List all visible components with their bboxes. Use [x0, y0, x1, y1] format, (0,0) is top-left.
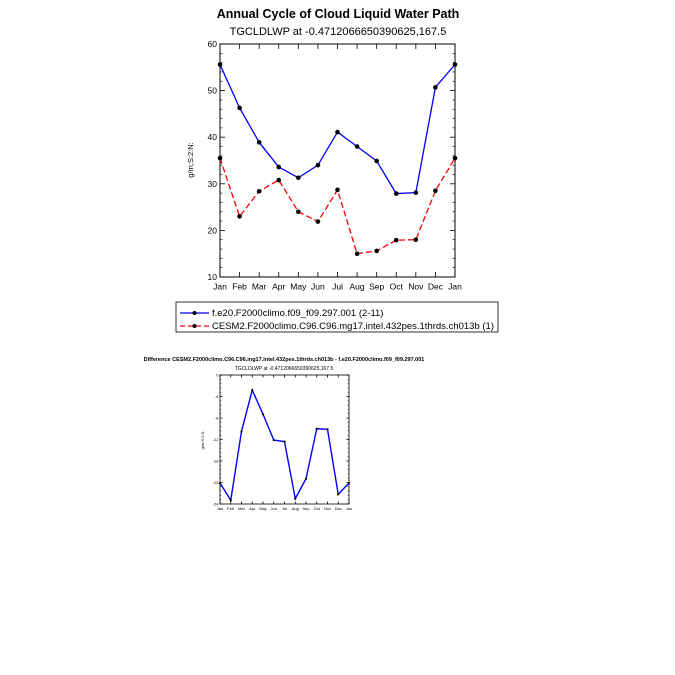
c1-series-2-point — [276, 177, 282, 183]
c2-series-1-point — [218, 481, 222, 485]
c1-xtick-label: Dec — [428, 281, 444, 291]
c1-series-2-point — [217, 155, 223, 161]
c1-series-1-line — [219, 64, 456, 195]
c2-xtick-label: Jan — [346, 506, 352, 511]
chart-1-title: Annual Cycle of Cloud Liquid Water Path — [217, 7, 460, 21]
chart-1-plot-frame — [219, 43, 456, 278]
c1-ytick-label: 60 — [208, 39, 218, 49]
c2-ytick-label: -20 — [213, 480, 220, 485]
c2-xtick-label: Mar — [238, 506, 246, 511]
c2-xtick-label: Apr — [249, 506, 256, 511]
c1-xtick-label: May — [290, 281, 307, 291]
c1-xtick-label: Nov — [408, 281, 424, 291]
c2-xtick-label: Feb — [227, 506, 235, 511]
legend-entry-1: f.e20.F2000climo.f09_f09.297.001 (2-11) — [180, 308, 383, 319]
c2-xtick-label: Jul — [282, 506, 287, 511]
chart-2-title: Difference CESM2.F2000climo.C96.C96.mg17… — [144, 357, 425, 363]
c1-xtick-label: Apr — [272, 281, 285, 291]
chart-1-subtitle: TGCLDLWP at -0.4712066650390625,167.5 — [230, 26, 447, 38]
c2-xtick-label: Nov — [324, 506, 331, 511]
c2-series-1-point — [272, 438, 275, 442]
c1-series-2-point — [374, 248, 379, 254]
c2-series-1-point — [240, 430, 243, 433]
c2-series-1-point — [261, 413, 265, 416]
c1-series-1-point — [296, 175, 301, 181]
c1-ytick-label: 20 — [208, 225, 218, 235]
c1-series-2-point — [315, 219, 321, 224]
c1-series-2-point — [452, 155, 458, 161]
legend-2-marker — [192, 324, 197, 328]
c2-xtick-label: Dec — [335, 506, 342, 511]
c1-series-1-point — [413, 190, 419, 195]
c2-xtick-label: Aug — [292, 506, 299, 511]
c1-series-1-point — [256, 140, 262, 145]
c1-series-1-point — [335, 129, 340, 135]
c2-ytick-label: -4 — [215, 394, 219, 399]
legend-box — [175, 301, 499, 333]
c1-series-2-point — [433, 188, 438, 194]
c2-series-1-point — [326, 428, 329, 431]
c2-ytick-label: -16 — [213, 458, 220, 463]
c1-xtick-label: Oct — [390, 281, 404, 291]
c1-series-2-point — [413, 237, 419, 243]
c1-series-1-point — [315, 162, 321, 168]
legend-entry-2: CESM2.F2000climo.C96.C96.mg17.intel.432p… — [180, 321, 494, 332]
c2-series-1-point — [294, 497, 297, 500]
c1-ytick-label: 30 — [208, 179, 218, 189]
legend-1-marker — [192, 311, 197, 315]
c1-series-2-point — [256, 188, 262, 194]
c2-series-1-point — [229, 499, 232, 502]
c1-ytick-label: 40 — [208, 132, 218, 142]
c1-xtick-label: Feb — [232, 281, 247, 291]
c2-xtick-label: Sep — [302, 506, 310, 511]
chart-1-ylabel: g/m;S:2:N: — [186, 142, 195, 177]
c2-series-1-line — [219, 387, 350, 503]
c1-xtick-label: Jun — [311, 281, 325, 291]
c1-xtick-label: Jul — [332, 281, 343, 291]
c1-ytick-label: 50 — [208, 86, 218, 96]
c2-series-1-point — [315, 427, 318, 430]
c1-series-1-point — [354, 144, 360, 149]
c1-series-1-point — [276, 164, 282, 170]
legend-2-label: CESM2.F2000climo.C96.C96.mg17.intel.432p… — [212, 321, 494, 332]
c2-series-1-point — [347, 481, 351, 485]
c2-series-1-point — [283, 440, 286, 443]
c2-series-1-point — [251, 388, 254, 392]
c2-xtick-label: Oct — [314, 506, 321, 511]
chart-2-subtitle: TGCLDLWP at -0.4712066650390625,167.5 — [235, 366, 334, 372]
c1-xtick-label: Jan — [213, 281, 227, 291]
c2-series-1-point — [337, 493, 340, 496]
c1-xtick-label: Aug — [350, 281, 365, 291]
c2-ytick-label: 0 — [216, 372, 219, 377]
c2-xtick-label: Jan — [217, 506, 223, 511]
c2-ytick-label: -24 — [213, 501, 220, 506]
c2-xtick-label: Jun — [271, 506, 277, 511]
c1-series-1-point — [217, 62, 223, 67]
c1-xtick-label: Mar — [252, 281, 267, 291]
c1-series-1-point — [237, 105, 242, 111]
c2-xtick-label: May — [259, 506, 267, 511]
c1-xtick-label: Sep — [369, 281, 384, 291]
c1-series-2-point — [393, 237, 399, 243]
c1-series-1-point — [452, 62, 458, 67]
c1-series-2-point — [335, 187, 340, 193]
c1-ytick-label: 10 — [208, 272, 218, 282]
c1-series-1-point — [433, 85, 438, 90]
c2-series-1-point — [304, 477, 308, 480]
c2-ytick-label: -12 — [213, 437, 220, 442]
c1-series-1-point — [393, 191, 399, 196]
legend-1-label: f.e20.F2000climo.f09_f09.297.001 (2-11) — [212, 308, 383, 319]
c1-series-2-point — [354, 251, 360, 256]
c2-ytick-label: -8 — [215, 415, 219, 420]
c1-series-1-point — [374, 158, 379, 164]
c1-xtick-label: Jan — [448, 281, 462, 291]
chart-2-ylabel: g/m;S:2:N: — [200, 431, 205, 450]
c1-series-2-point — [237, 214, 242, 219]
c1-series-2-point — [296, 209, 301, 215]
